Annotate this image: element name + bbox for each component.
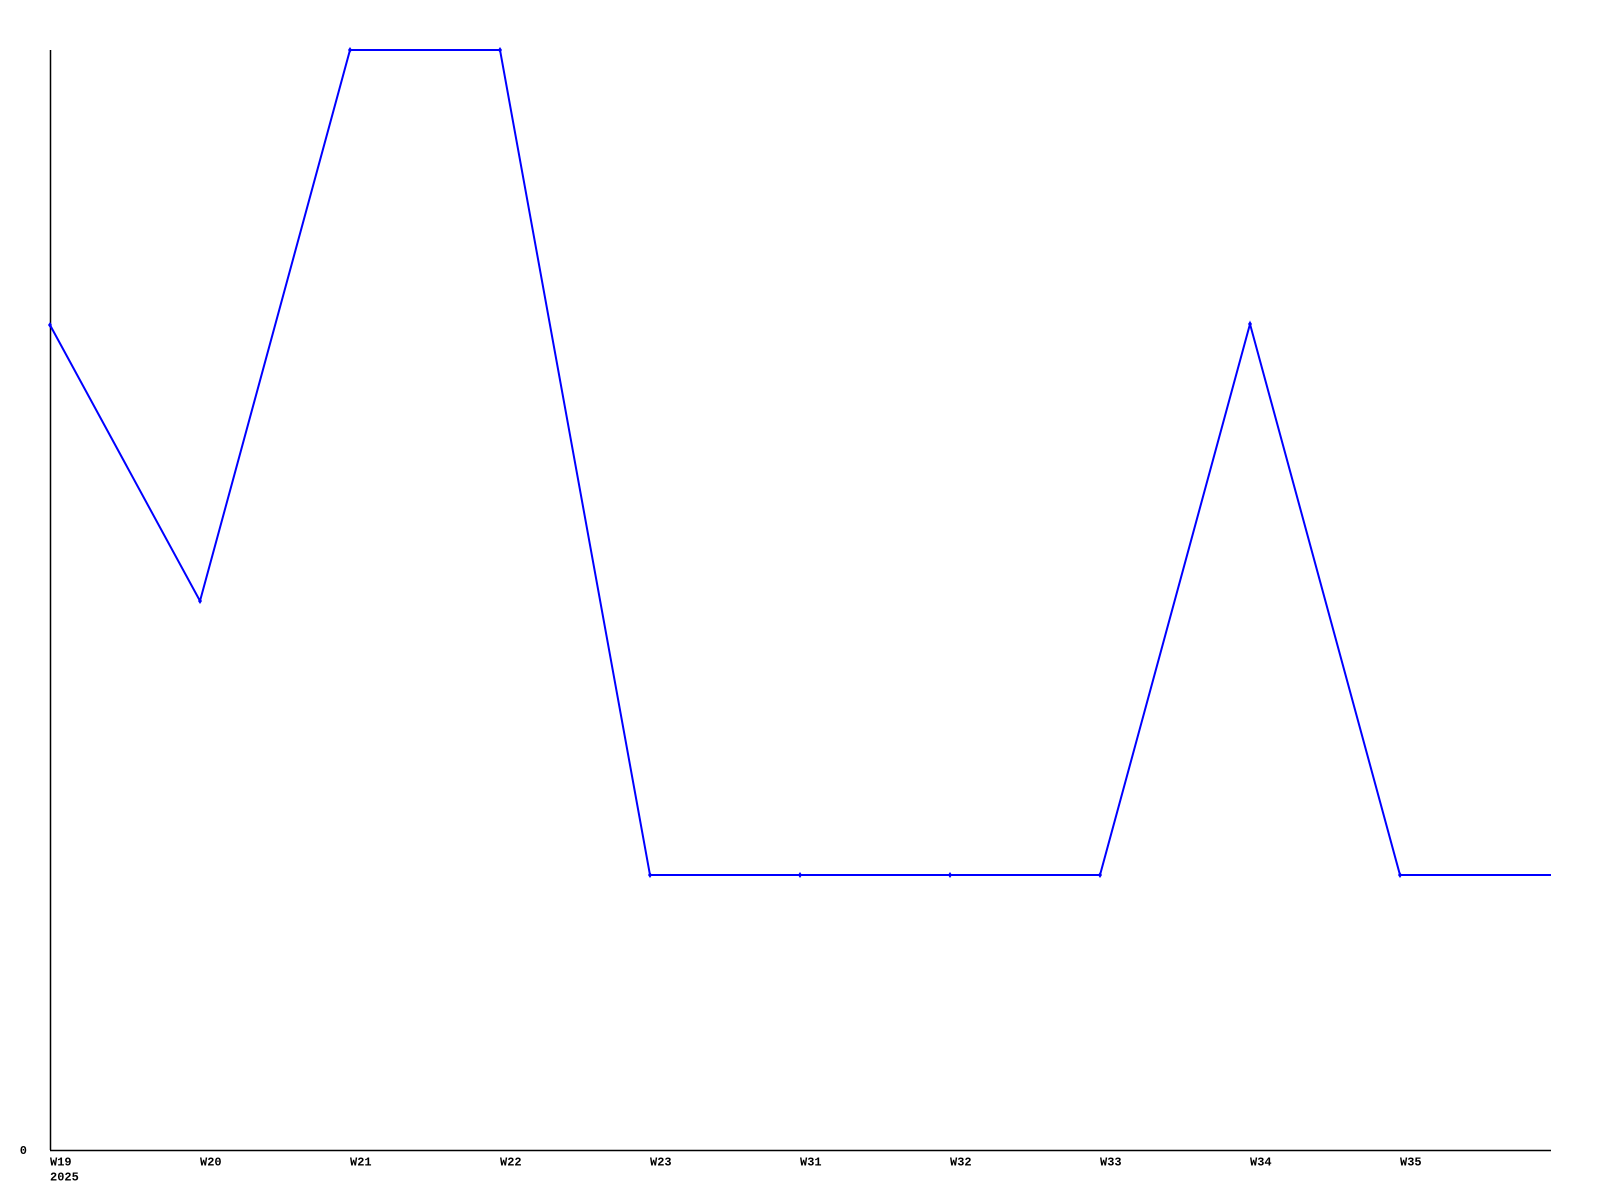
svg-text:W31: W31: [800, 1156, 822, 1170]
svg-text:0: 0: [20, 1144, 27, 1158]
svg-text:W19: W19: [50, 1156, 72, 1170]
svg-text:W20: W20: [200, 1156, 222, 1170]
svg-text:W23: W23: [650, 1156, 672, 1170]
svg-text:W22: W22: [500, 1156, 522, 1170]
svg-text:W35: W35: [1400, 1156, 1422, 1170]
svg-text:2025: 2025: [50, 1171, 79, 1185]
svg-text:W32: W32: [950, 1156, 972, 1170]
svg-text:W34: W34: [1250, 1156, 1272, 1170]
svg-text:W33: W33: [1100, 1156, 1122, 1170]
svg-text:W21: W21: [350, 1156, 372, 1170]
